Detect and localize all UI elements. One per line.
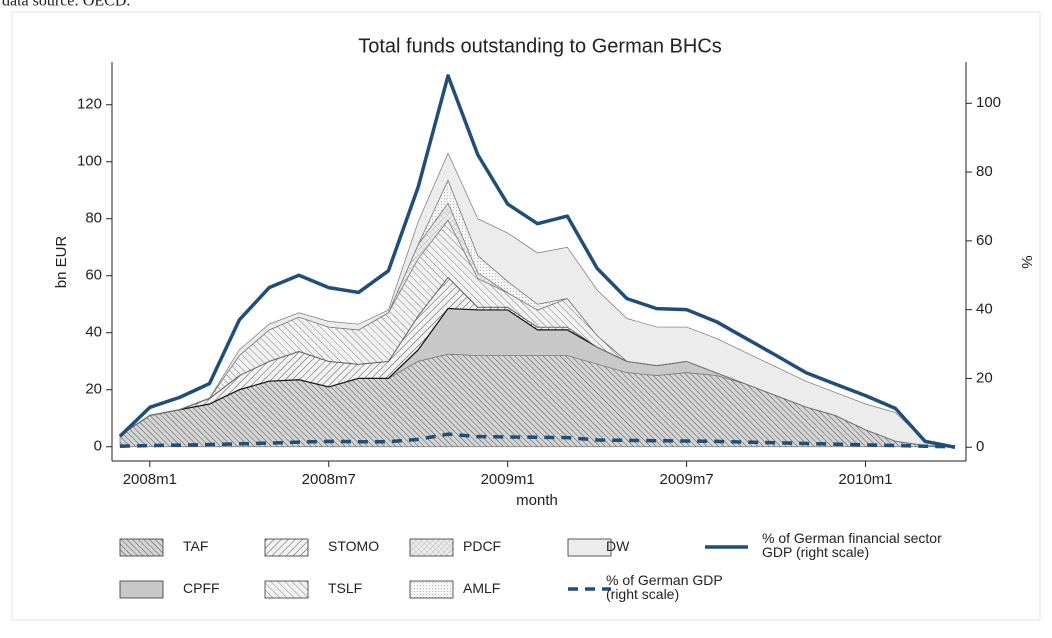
x-tick-label: 2008m7: [302, 471, 356, 488]
note: data source: OECD.: [2, 0, 130, 10]
legend-swatch: [119, 538, 164, 557]
y-tick-label: 60: [85, 267, 102, 284]
x-tick-label: 2010m1: [838, 471, 892, 488]
legend-swatch: [567, 538, 612, 557]
legend-swatch: [409, 580, 454, 599]
y2-tick-label: 80: [976, 163, 993, 180]
legend-swatch: [119, 580, 164, 599]
legend-label: CPFF: [183, 580, 220, 596]
y2-axis-label: %: [1018, 255, 1035, 268]
y-tick-label: 20: [85, 381, 102, 398]
y-tick-label: 120: [77, 96, 102, 113]
y-tick-label: 100: [77, 153, 102, 170]
chart-frame: [11, 11, 1041, 621]
y2-tick-label: 100: [976, 94, 1001, 111]
y-tick-label: 0: [94, 438, 102, 455]
legend-swatch: [264, 580, 309, 599]
y2-tick-label: 60: [976, 232, 993, 249]
legend-label: TAF: [183, 538, 209, 554]
legend-label: DW: [606, 538, 630, 554]
legend-label: % of German financial sector GDP (right …: [762, 530, 942, 560]
x-tick-label: 2009m1: [481, 471, 535, 488]
legend-swatch: [264, 538, 309, 557]
y2-tick-label: 0: [976, 438, 984, 455]
areas: [119, 152, 956, 448]
x-tick-label: 2008m1: [123, 471, 177, 488]
line: [119, 432, 956, 449]
legend-swatch: [409, 538, 454, 557]
y-tick-label: 40: [85, 324, 102, 341]
legend-label: % of German GDP (right scale): [606, 572, 723, 602]
legend-label: PDCF: [463, 538, 502, 554]
x-axis-label: month: [516, 492, 558, 509]
x-tick-label: 2009m7: [659, 471, 713, 488]
legend-label: AMLF: [463, 580, 501, 596]
line: [118, 74, 956, 449]
chart-title: Total funds outstanding to German BHCs: [358, 35, 722, 57]
y-axis-label: bn EUR: [53, 236, 70, 289]
legend-label: STOMO: [328, 538, 380, 554]
y-tick-label: 80: [85, 210, 102, 227]
y2-tick-label: 20: [976, 369, 993, 386]
y2-tick-label: 40: [976, 301, 993, 318]
legend-label: TSLF: [328, 580, 363, 596]
